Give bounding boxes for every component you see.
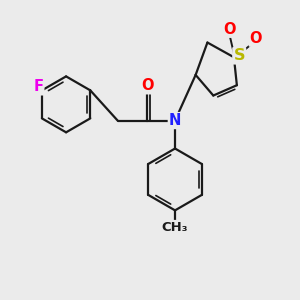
Text: N: N	[169, 113, 181, 128]
Text: F: F	[33, 79, 43, 94]
Text: S: S	[233, 48, 245, 63]
Text: O: O	[141, 78, 153, 93]
Text: CH₃: CH₃	[162, 221, 188, 234]
Text: O: O	[250, 31, 262, 46]
Text: O: O	[223, 22, 236, 37]
